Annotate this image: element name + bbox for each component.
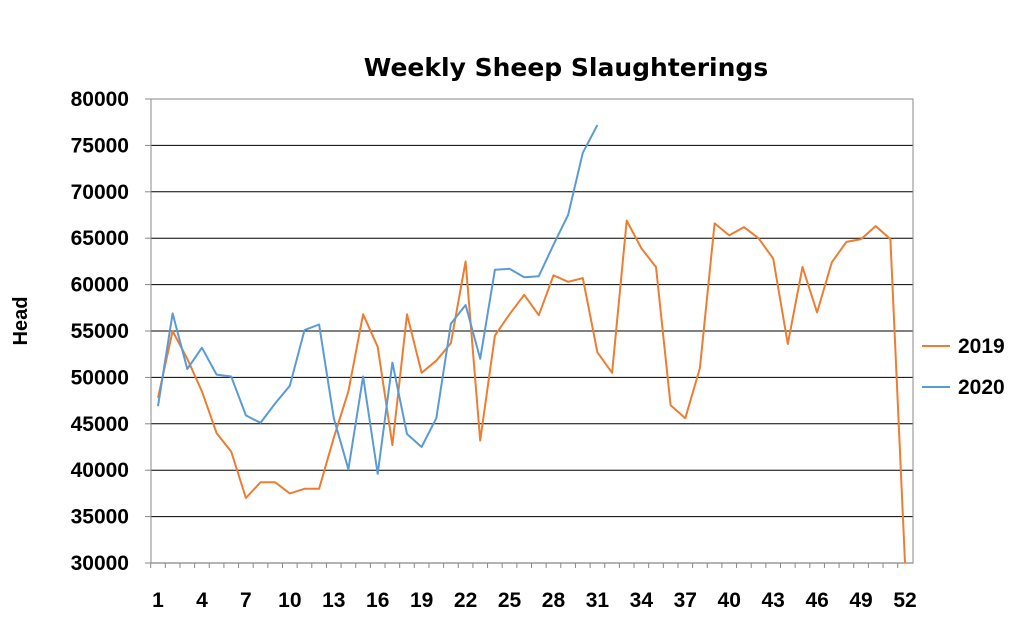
y-tick-label: 50000 — [71, 366, 129, 389]
x-tick-label: 40 — [718, 589, 741, 612]
legend-label-2020: 2020 — [958, 376, 1005, 399]
x-tick-label: 49 — [849, 589, 872, 612]
series-lines — [157, 124, 906, 564]
y-tick-label: 65000 — [71, 227, 129, 250]
x-tick-label: 19 — [410, 589, 433, 612]
series-line-2019 — [157, 219, 906, 564]
x-tick-label: 1 — [152, 589, 164, 612]
legend: 2019 2020 — [922, 335, 1005, 399]
x-tick-label: 10 — [278, 589, 301, 612]
y-tick-label: 40000 — [71, 459, 129, 482]
x-tick-label: 13 — [322, 589, 345, 612]
legend-label-2019: 2019 — [958, 335, 1005, 358]
y-tick-label: 80000 — [71, 88, 129, 111]
x-tick-label: 43 — [761, 589, 784, 612]
x-axis-ticks: 1 4 7 10 13 16 19 22 25 28 31 34 37 40 43 46 49 52 — [150, 563, 917, 612]
y-tick-label: 35000 — [71, 506, 129, 529]
y-axis: 30000 35000 40000 45000 50000 55000 60000 65000… — [71, 88, 151, 575]
y-axis-label: Head — [10, 297, 32, 346]
y-tick-label: 75000 — [71, 134, 129, 157]
x-tick-label: 22 — [454, 589, 477, 612]
y-tick-label: 45000 — [71, 413, 129, 436]
x-tick-label: 31 — [586, 589, 610, 612]
chart-title: Weekly Sheep Slaughterings — [364, 53, 768, 82]
series-line-2020 — [157, 124, 599, 475]
gridlines — [151, 98, 913, 518]
y-tick-label: 30000 — [71, 552, 129, 575]
x-tick-label: 7 — [240, 589, 252, 612]
x-tick-label: 16 — [366, 589, 389, 612]
x-tick-label: 28 — [542, 589, 566, 612]
y-tick-label: 55000 — [71, 320, 129, 343]
y-tick-label: 70000 — [71, 181, 129, 204]
x-tick-label: 34 — [630, 589, 654, 612]
x-tick-label: 52 — [893, 589, 916, 612]
y-tick-label: 60000 — [71, 274, 129, 297]
x-tick-label: 37 — [674, 589, 697, 612]
x-tick-label: 4 — [196, 589, 208, 612]
x-tick-label: 25 — [498, 589, 522, 612]
x-tick-label: 46 — [805, 589, 828, 612]
